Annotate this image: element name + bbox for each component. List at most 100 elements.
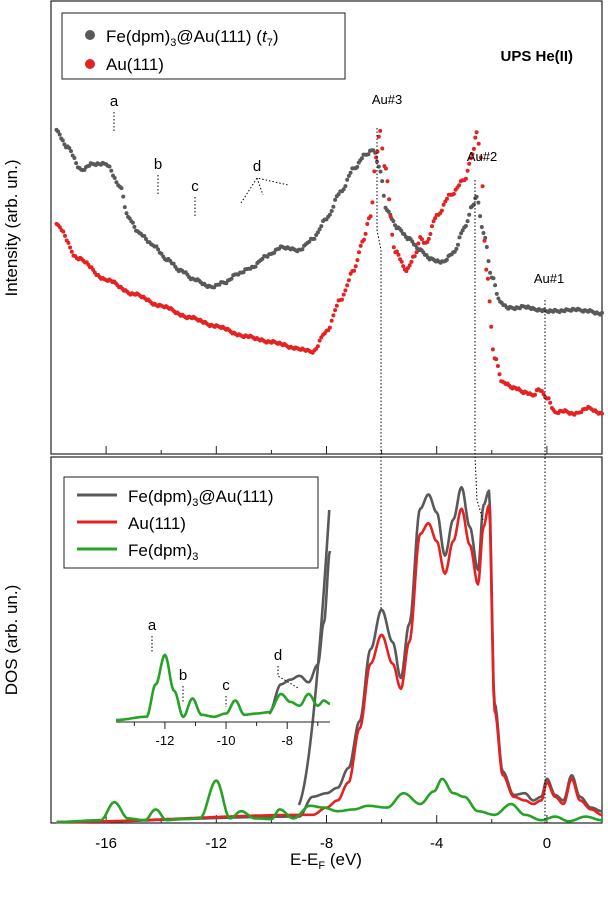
annot-d-lines <box>240 177 289 204</box>
top-point <box>476 141 481 146</box>
top-point <box>343 184 348 189</box>
top-point <box>63 233 67 238</box>
top-point <box>317 338 322 343</box>
top-point <box>66 240 71 245</box>
legend-label-dos-fe: Fe(dpm)3 <box>128 541 198 563</box>
top-point <box>467 212 472 217</box>
top-point <box>60 138 65 143</box>
bottom-series-group <box>56 485 603 824</box>
top-point <box>490 347 495 352</box>
top-point <box>156 247 161 252</box>
top-point <box>109 168 114 173</box>
top-point <box>346 173 351 178</box>
top-point <box>334 303 339 308</box>
top-point <box>579 410 584 415</box>
annot-c: c <box>191 178 199 195</box>
legend-label-au: Au(111) <box>106 55 164 74</box>
top-point <box>441 202 446 207</box>
bottom-x-tick-label: -4 <box>430 835 443 852</box>
top-point <box>327 212 332 217</box>
top-point <box>380 179 385 184</box>
top-point <box>454 246 459 251</box>
top-point <box>390 232 395 237</box>
top-point <box>600 310 604 315</box>
top-point <box>331 313 336 318</box>
top-point <box>600 411 604 416</box>
top-point <box>72 156 77 160</box>
top-point <box>317 227 322 232</box>
top-point <box>416 241 421 246</box>
top-point <box>355 258 360 263</box>
dos-line-fe-au-tail <box>297 509 331 806</box>
top-point <box>468 156 473 161</box>
top-point <box>376 134 381 139</box>
legend-label-fe-au: Fe(dpm)3@Au(111) (t7) <box>106 27 279 49</box>
top-point <box>171 261 176 266</box>
peak-connector-lines <box>376 128 546 823</box>
top-point <box>484 267 489 272</box>
top-point <box>241 270 246 275</box>
annot-b: b <box>154 156 162 173</box>
top-point <box>478 214 483 219</box>
top-point <box>363 231 368 236</box>
top-point <box>362 237 366 242</box>
top-series-group <box>54 127 604 417</box>
top-point <box>315 230 320 235</box>
top-point <box>69 249 74 254</box>
top-point <box>312 236 317 241</box>
annot-a: a <box>110 93 119 110</box>
top-point <box>474 130 479 135</box>
top-point <box>470 152 475 157</box>
top-point <box>425 240 430 244</box>
top-point <box>463 176 468 181</box>
inset-x-tick-label: -8 <box>281 733 293 748</box>
top-point <box>431 219 436 224</box>
legend-marker-au <box>85 59 95 69</box>
top-point <box>378 169 383 174</box>
top-point <box>491 276 496 281</box>
top-point <box>331 204 336 209</box>
top-point <box>539 389 544 394</box>
top-point <box>456 242 460 247</box>
inset-line-fe-au <box>268 550 332 715</box>
top-point <box>386 209 391 214</box>
top-point <box>396 252 401 257</box>
top-point <box>74 161 79 166</box>
top-point <box>368 214 373 219</box>
top-point <box>488 270 493 275</box>
annot-d: d <box>253 158 261 175</box>
inset-annot-d: d <box>274 647 282 664</box>
top-point <box>426 236 431 241</box>
top-point <box>385 179 390 184</box>
bottom-x-ticks: -16 -12 -8 -4 0 <box>50 815 603 852</box>
top-point <box>391 219 396 224</box>
top-point <box>352 268 357 273</box>
top-point <box>439 208 444 213</box>
top-point <box>122 205 127 210</box>
inset-annot-b: b <box>179 667 187 684</box>
top-point <box>144 237 148 241</box>
x-axis-label: E-EF (eV) <box>290 850 362 872</box>
top-point <box>365 222 370 226</box>
top-point <box>480 184 485 189</box>
inset-x-tick-label: -12 <box>156 733 175 748</box>
top-series-au <box>54 128 604 417</box>
top-point <box>465 168 470 173</box>
top-point <box>142 234 147 238</box>
top-point <box>381 193 386 198</box>
top-point <box>457 183 462 188</box>
top-point <box>420 237 424 242</box>
top-point <box>56 129 61 134</box>
top-point <box>494 291 499 296</box>
bottom-x-tick-label: 0 <box>543 835 551 852</box>
top-point <box>132 224 137 229</box>
top-point <box>387 197 392 202</box>
bottom-x-tick-label: -12 <box>205 835 227 852</box>
top-point <box>130 220 135 225</box>
top-point <box>366 152 371 157</box>
top-point <box>380 146 385 151</box>
top-x-ticks <box>50 446 603 454</box>
top-point <box>378 128 383 133</box>
top-point <box>315 344 320 349</box>
